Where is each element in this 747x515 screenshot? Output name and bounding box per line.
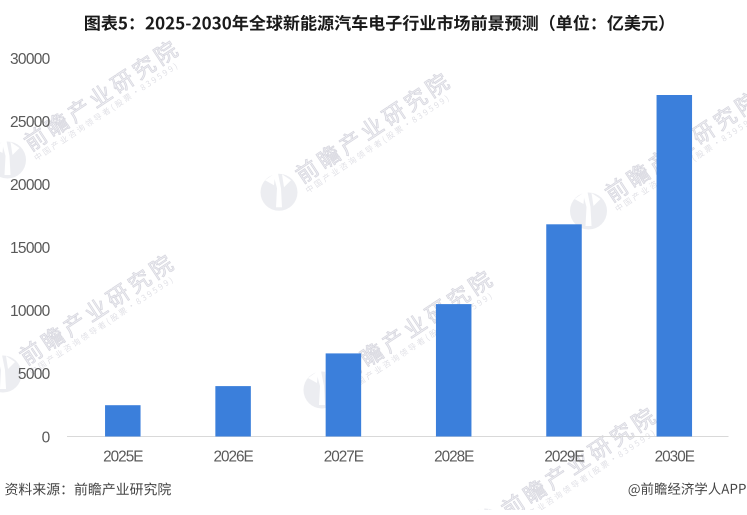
svg-text:2029E: 2029E (544, 448, 584, 465)
svg-text:25000: 25000 (10, 114, 51, 131)
svg-text:5000: 5000 (18, 366, 51, 383)
svg-text:20000: 20000 (10, 177, 51, 194)
svg-text:30000: 30000 (10, 51, 51, 68)
svg-text:2025E: 2025E (103, 448, 143, 465)
svg-text:10000: 10000 (10, 303, 51, 320)
svg-text:2027E: 2027E (324, 448, 364, 465)
svg-text:2028E: 2028E (434, 448, 474, 465)
svg-text:15000: 15000 (10, 240, 51, 257)
svg-text:2026E: 2026E (213, 448, 253, 465)
svg-text:2030E: 2030E (655, 448, 695, 465)
svg-text:0: 0 (42, 429, 51, 446)
